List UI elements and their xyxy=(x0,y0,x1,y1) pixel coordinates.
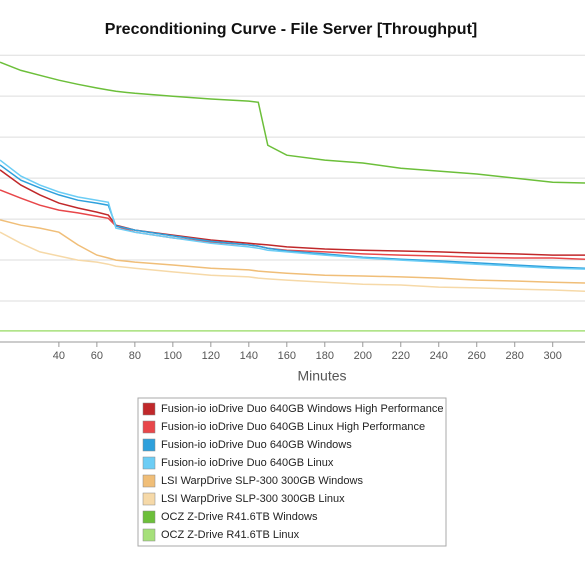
legend-swatch xyxy=(142,474,156,488)
x-axis-title: Minutes xyxy=(297,368,346,384)
legend-swatch xyxy=(142,402,156,416)
legend-swatch xyxy=(142,528,156,542)
legend-label: Fusion-io ioDrive Duo 640GB Linux High P… xyxy=(161,421,425,433)
x-tick-label: 260 xyxy=(468,350,486,362)
x-tick-label: 140 xyxy=(240,350,258,362)
x-tick-label: 100 xyxy=(164,350,182,362)
x-tick-label: 220 xyxy=(392,350,410,362)
legend-swatch xyxy=(142,456,156,470)
legend-swatch xyxy=(142,420,156,434)
chart-title: Preconditioning Curve - File Server [Thr… xyxy=(105,21,477,38)
legend-swatch xyxy=(142,492,156,506)
series-line xyxy=(0,219,585,284)
x-tick-label: 60 xyxy=(91,350,103,362)
x-tick-label: 240 xyxy=(430,350,448,362)
legend-swatch xyxy=(142,438,156,452)
legend-swatch xyxy=(142,510,156,524)
series-line xyxy=(0,61,585,184)
series-line xyxy=(0,159,585,270)
x-tick-label: 200 xyxy=(354,350,372,362)
legend-label: Fusion-io ioDrive Duo 640GB Windows High… xyxy=(161,403,443,415)
series-line xyxy=(0,169,585,256)
x-tick-label: 120 xyxy=(202,350,220,362)
legend-label: Fusion-io ioDrive Duo 640GB Linux xyxy=(161,457,334,469)
legend-label: LSI WarpDrive SLP-300 300GB Windows xyxy=(161,475,363,487)
legend-label: LSI WarpDrive SLP-300 300GB Linux xyxy=(161,493,345,505)
series-line xyxy=(0,189,585,260)
legend-label: OCZ Z-Drive R41.6TB Linux xyxy=(161,529,300,541)
legend-label: OCZ Z-Drive R41.6TB Windows xyxy=(161,511,318,523)
x-tick-label: 280 xyxy=(506,350,524,362)
legend-box xyxy=(137,397,447,547)
x-tick-label: 80 xyxy=(129,350,141,362)
x-tick-label: 300 xyxy=(544,350,562,362)
series-line xyxy=(0,164,585,270)
x-tick-label: 160 xyxy=(278,350,296,362)
x-tick-label: 40 xyxy=(53,350,65,362)
legend-label: Fusion-io ioDrive Duo 640GB Windows xyxy=(161,439,352,451)
x-tick-label: 180 xyxy=(316,350,334,362)
series-line xyxy=(0,231,585,292)
